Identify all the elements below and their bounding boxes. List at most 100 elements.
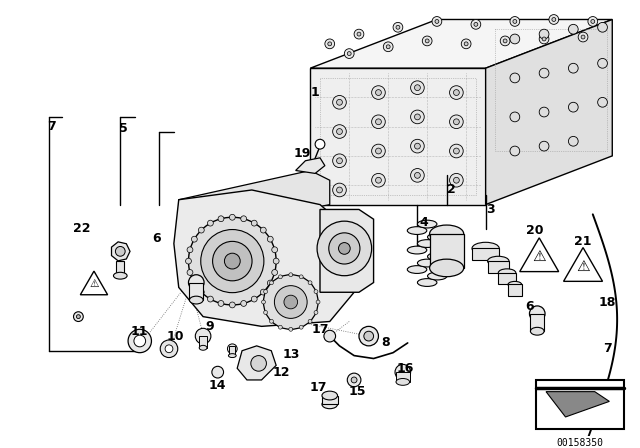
- Circle shape: [598, 22, 607, 32]
- Text: 17: 17: [309, 381, 327, 394]
- Polygon shape: [111, 242, 130, 261]
- Ellipse shape: [417, 240, 437, 247]
- Circle shape: [333, 154, 346, 168]
- Circle shape: [191, 236, 197, 242]
- Circle shape: [264, 289, 268, 293]
- Circle shape: [195, 328, 211, 344]
- Circle shape: [300, 325, 303, 329]
- Text: 1: 1: [311, 86, 319, 99]
- Circle shape: [425, 39, 429, 43]
- Text: 10: 10: [167, 330, 184, 343]
- Circle shape: [474, 22, 478, 26]
- Circle shape: [415, 143, 420, 149]
- Circle shape: [510, 146, 520, 156]
- Circle shape: [284, 295, 298, 309]
- Ellipse shape: [113, 272, 127, 279]
- Circle shape: [264, 275, 318, 329]
- Circle shape: [372, 115, 385, 129]
- Bar: [536, 380, 624, 429]
- Polygon shape: [486, 19, 612, 205]
- Circle shape: [207, 220, 213, 226]
- Ellipse shape: [429, 259, 464, 277]
- Ellipse shape: [407, 266, 427, 273]
- Circle shape: [333, 125, 346, 138]
- Bar: [508, 284, 522, 296]
- Text: 11: 11: [131, 325, 148, 338]
- Bar: [229, 346, 236, 356]
- Circle shape: [588, 17, 598, 26]
- Circle shape: [186, 258, 191, 264]
- Circle shape: [376, 119, 381, 125]
- Ellipse shape: [396, 368, 410, 376]
- Bar: [116, 261, 124, 276]
- Circle shape: [348, 373, 361, 387]
- Text: 19: 19: [294, 147, 311, 160]
- Text: 22: 22: [72, 223, 90, 236]
- Circle shape: [376, 90, 381, 95]
- Circle shape: [383, 42, 393, 52]
- Circle shape: [432, 17, 442, 26]
- Circle shape: [372, 86, 385, 99]
- Polygon shape: [320, 210, 374, 292]
- Circle shape: [252, 296, 257, 302]
- Circle shape: [314, 289, 318, 293]
- Polygon shape: [296, 158, 325, 173]
- Text: 13: 13: [282, 348, 300, 361]
- Circle shape: [415, 114, 420, 120]
- Circle shape: [272, 247, 278, 253]
- Ellipse shape: [322, 391, 337, 400]
- Circle shape: [324, 330, 335, 342]
- Ellipse shape: [428, 233, 447, 241]
- Circle shape: [262, 300, 266, 304]
- Ellipse shape: [488, 256, 509, 266]
- Circle shape: [449, 144, 463, 158]
- Text: 14: 14: [209, 379, 227, 392]
- Circle shape: [540, 68, 549, 78]
- Ellipse shape: [429, 225, 464, 242]
- Ellipse shape: [325, 333, 335, 339]
- Text: 7: 7: [603, 342, 612, 355]
- Circle shape: [74, 312, 83, 322]
- Ellipse shape: [322, 400, 337, 409]
- Circle shape: [260, 227, 266, 233]
- Ellipse shape: [189, 278, 203, 287]
- Circle shape: [315, 139, 325, 149]
- Circle shape: [191, 280, 197, 286]
- Circle shape: [337, 187, 342, 193]
- Ellipse shape: [499, 269, 516, 277]
- Circle shape: [415, 172, 420, 178]
- Circle shape: [449, 86, 463, 99]
- Circle shape: [218, 301, 224, 306]
- Circle shape: [581, 35, 585, 39]
- Text: ⚠: ⚠: [532, 249, 546, 264]
- Circle shape: [552, 17, 556, 22]
- Circle shape: [598, 58, 607, 68]
- Circle shape: [278, 325, 282, 329]
- Circle shape: [337, 158, 342, 164]
- Circle shape: [198, 289, 204, 295]
- Circle shape: [376, 148, 381, 154]
- Ellipse shape: [396, 379, 410, 385]
- Circle shape: [329, 233, 360, 264]
- Circle shape: [218, 216, 224, 222]
- Circle shape: [134, 335, 146, 347]
- Circle shape: [339, 242, 350, 254]
- Circle shape: [229, 302, 236, 308]
- Circle shape: [115, 246, 125, 256]
- Bar: [531, 314, 544, 331]
- Text: 18: 18: [598, 296, 616, 309]
- Circle shape: [549, 15, 559, 24]
- Text: ⚠: ⚠: [89, 279, 99, 289]
- Circle shape: [395, 364, 411, 380]
- Circle shape: [449, 115, 463, 129]
- Circle shape: [387, 45, 390, 49]
- Circle shape: [411, 110, 424, 124]
- Circle shape: [260, 289, 266, 295]
- Circle shape: [207, 296, 213, 302]
- Text: 4: 4: [420, 215, 429, 228]
- Circle shape: [500, 36, 510, 46]
- Circle shape: [308, 319, 312, 323]
- Circle shape: [568, 136, 578, 146]
- Circle shape: [251, 356, 266, 371]
- Circle shape: [165, 345, 173, 353]
